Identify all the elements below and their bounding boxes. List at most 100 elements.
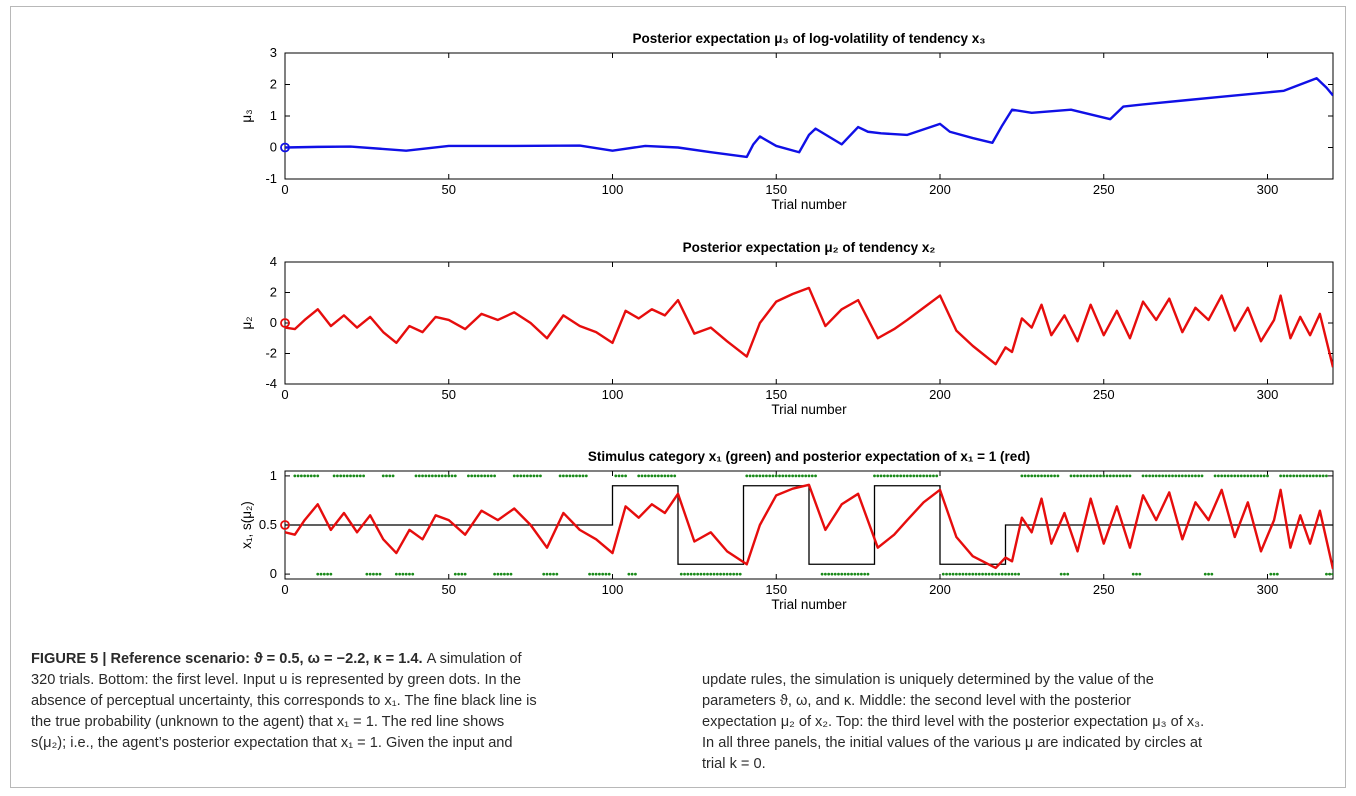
input-dot — [1053, 474, 1057, 478]
input-dot — [1302, 474, 1305, 478]
input-dot — [313, 474, 316, 478]
caption-line: A simulation of — [426, 651, 522, 667]
input-dot — [453, 572, 457, 576]
input-dot — [339, 474, 343, 478]
input-dot — [961, 572, 965, 576]
caption-line: expectation μ₂ of x₂. Top: the third lev… — [702, 714, 1205, 730]
input-dot — [411, 572, 415, 576]
input-dot — [647, 474, 650, 478]
y-tick-label: -1 — [265, 171, 277, 186]
input-dot — [329, 572, 333, 576]
input-dot — [342, 474, 346, 478]
input-dot — [394, 572, 398, 576]
input-dot — [555, 572, 559, 576]
input-dot — [997, 572, 1001, 576]
input-dot — [578, 474, 582, 478]
input-dot — [398, 572, 402, 576]
input-dot — [1239, 474, 1243, 478]
input-dot — [404, 572, 408, 576]
x-tick-label: 0 — [281, 387, 288, 402]
input-dot — [892, 474, 896, 478]
input-dot — [509, 572, 513, 576]
input-dot — [830, 572, 834, 576]
input-dot — [522, 474, 526, 478]
input-dot — [909, 474, 912, 478]
input-dot — [1059, 572, 1063, 576]
input-dot — [1272, 572, 1276, 576]
input-dot — [948, 572, 952, 576]
input-dot — [987, 572, 991, 576]
input-dot — [1158, 474, 1161, 478]
input-dot — [1079, 474, 1083, 478]
input-dot — [1298, 474, 1302, 478]
input-dot — [968, 572, 971, 576]
input-dot — [896, 474, 899, 478]
input-dot — [486, 474, 490, 478]
input-dot — [460, 572, 464, 576]
input-dot — [473, 474, 477, 478]
input-dot — [1076, 474, 1079, 478]
x-tick-label: 300 — [1257, 387, 1279, 402]
x-tick-label: 100 — [602, 387, 624, 402]
input-dot — [1135, 572, 1138, 576]
input-dot — [571, 474, 575, 478]
caption-line: s(μ₂); i.e., the agent’s posterior expec… — [31, 735, 513, 751]
x-tick-label: 150 — [765, 582, 787, 597]
input-dot — [833, 572, 837, 576]
input-dot — [1311, 474, 1315, 478]
input-dot — [1226, 474, 1230, 478]
input-dot — [614, 474, 618, 478]
true-probability-line — [285, 485, 1333, 565]
input-dot — [683, 572, 686, 576]
input-dot — [794, 474, 798, 478]
input-dot — [1184, 474, 1188, 478]
x-tick-label: 50 — [442, 387, 456, 402]
input-dot — [306, 474, 310, 478]
input-dot — [349, 474, 352, 478]
input-dot — [607, 572, 611, 576]
input-dot — [935, 474, 939, 478]
input-dot — [925, 474, 929, 478]
input-dot — [1046, 474, 1050, 478]
input-dot — [843, 572, 847, 576]
input-dot — [653, 474, 657, 478]
input-dot — [293, 474, 297, 478]
x-axis-label: Trial number — [771, 197, 847, 212]
input-dot — [1246, 474, 1250, 478]
input-dot — [1099, 474, 1102, 478]
input-dots — [293, 474, 1333, 576]
input-dot — [1171, 474, 1174, 478]
input-dot — [503, 572, 506, 576]
input-dot — [1013, 572, 1017, 576]
input-dot — [758, 474, 762, 478]
y-tick-label: 0 — [270, 566, 277, 581]
input-dot — [617, 474, 621, 478]
input-dot — [620, 474, 624, 478]
input-dot — [444, 474, 447, 478]
panel-title: Posterior expectation μ₂ of tendency x₂ — [683, 240, 936, 255]
caption-line: update rules, the simulation is uniquely… — [702, 672, 1154, 688]
input-dot — [332, 474, 336, 478]
input-dot — [1279, 474, 1282, 478]
input-dot — [964, 572, 968, 576]
input-dot — [1105, 474, 1109, 478]
input-dot — [476, 474, 480, 478]
input-dot — [375, 572, 379, 576]
input-dot — [453, 474, 457, 478]
x-tick-label: 200 — [929, 182, 951, 197]
input-dot — [650, 474, 654, 478]
caption-label: FIGURE 5 | Reference scenario: — [31, 651, 251, 667]
input-dot — [1236, 474, 1240, 478]
input-dot — [1325, 572, 1328, 576]
input-dot — [1125, 474, 1129, 478]
input-dot — [791, 474, 795, 478]
x-tick-label: 50 — [442, 182, 456, 197]
input-dot — [748, 474, 752, 478]
input-dot — [561, 474, 565, 478]
input-dot — [1216, 474, 1220, 478]
input-dot — [1066, 572, 1070, 576]
input-dot — [918, 474, 922, 478]
input-dot — [928, 474, 932, 478]
series-line-mu3 — [285, 76, 1333, 159]
input-dot — [463, 572, 467, 576]
